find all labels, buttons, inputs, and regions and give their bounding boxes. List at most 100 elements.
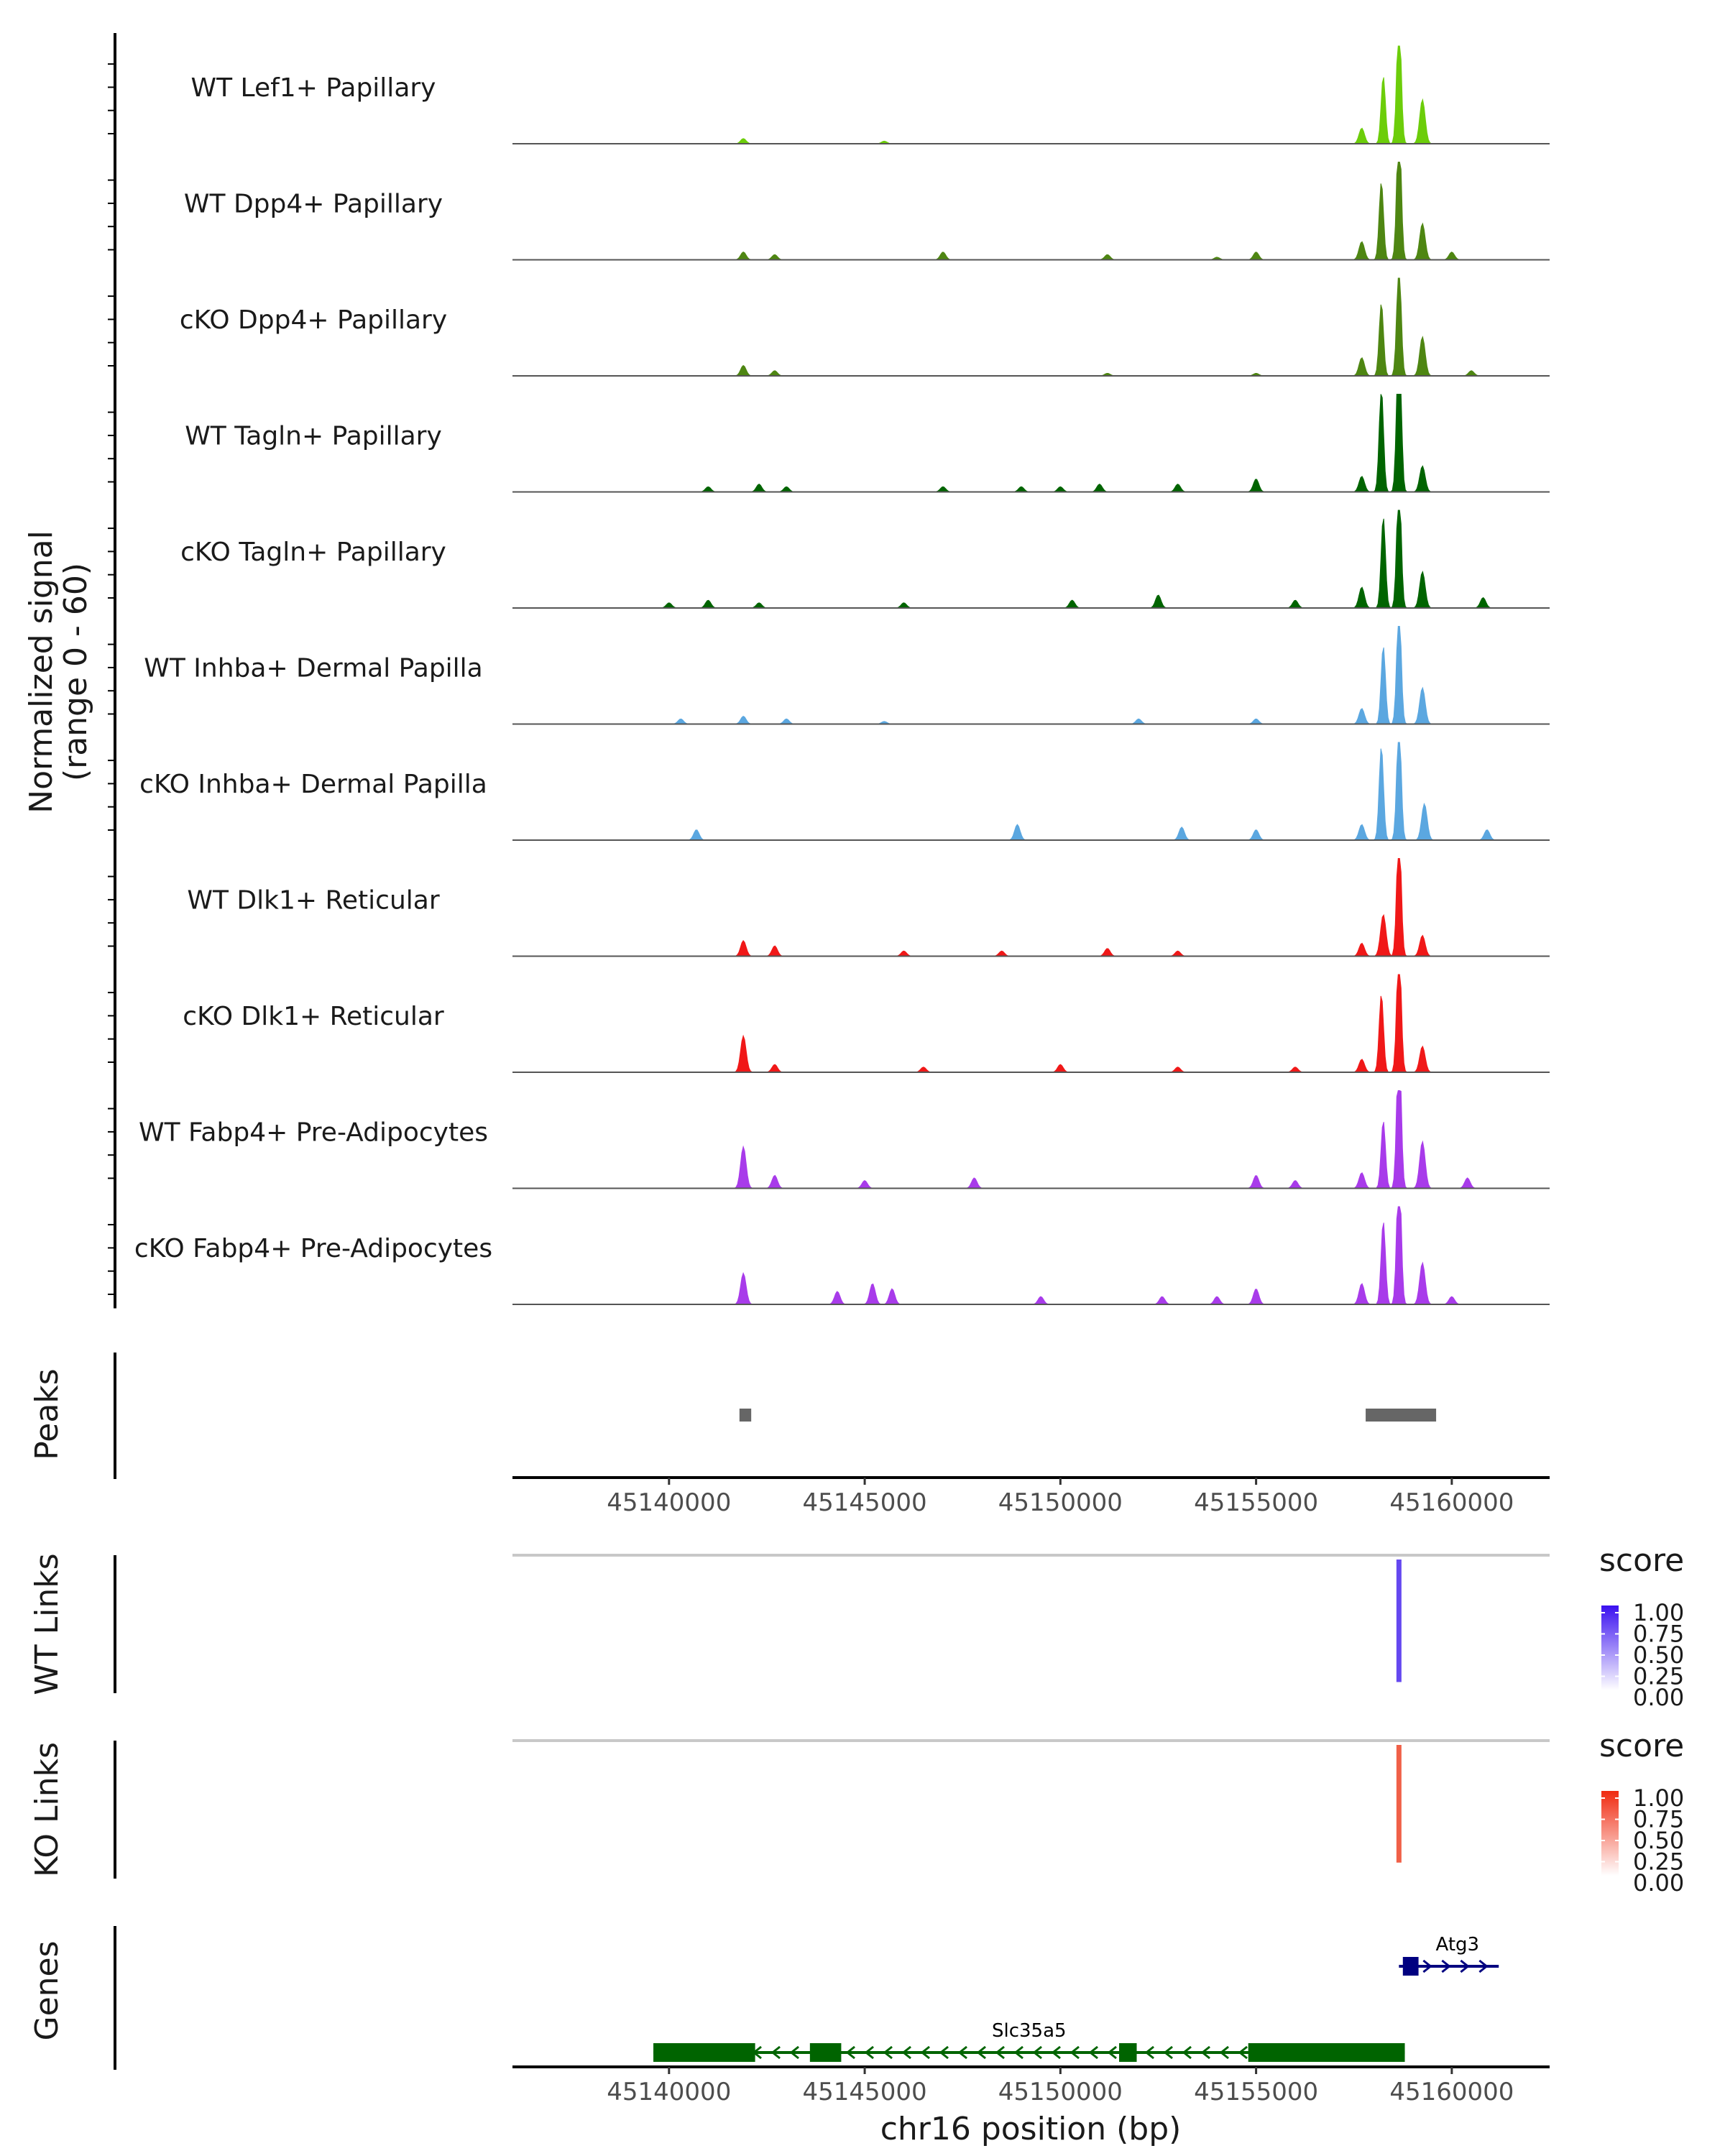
strand-chevron — [845, 2045, 855, 2060]
coverage-ylabel-line1: Normalized signal — [23, 530, 60, 814]
gene-exon — [1248, 2043, 1405, 2062]
coverage-track: WT Inhba+ Dermal Papilla — [144, 626, 1550, 725]
coverage-signal-area — [512, 394, 1550, 493]
coverage-track-label: WT Dlk1+ Reticular — [187, 886, 439, 916]
x-axis-bottom: 45140000 45145000 45150000 45155000 45160000 — [512, 2065, 1550, 2106]
coverage-track-label: cKO Dlk1+ Reticular — [183, 1002, 444, 1031]
x-axis-top-tick-label: 45160000 — [1389, 1488, 1514, 1517]
coverage-signal-area — [512, 974, 1550, 1073]
x-axis-top-tick-label: 45140000 — [607, 1488, 731, 1517]
coverage-track: cKO Dlk1+ Reticular — [183, 974, 1550, 1073]
coverage-track: cKO Inhba+ Dermal Papilla — [139, 742, 1550, 841]
strand-chevron — [770, 2045, 781, 2060]
strand-chevron — [1088, 2045, 1098, 2060]
strand-chevron — [1051, 2045, 1061, 2060]
coverage-track-label: WT Dpp4+ Papillary — [184, 190, 443, 219]
strand-chevron — [1422, 1959, 1432, 1973]
coverage-track: WT Tagln+ Papillary — [185, 394, 1550, 493]
coverage-track-label: cKO Dpp4+ Papillary — [180, 305, 447, 335]
strand-chevron — [883, 2045, 893, 2060]
gene-model: Atg3 — [1399, 1934, 1499, 1976]
coverage-track: cKO Fabp4+ Pre-Adipocytes — [134, 1206, 1550, 1305]
legend-tick-label: 0.00 — [1633, 1869, 1684, 1897]
legend-colorbar — [1601, 1606, 1619, 1690]
coverage-track-label: WT Fabp4+ Pre-Adipocytes — [139, 1118, 488, 1148]
coverage-signal-area — [512, 858, 1550, 957]
x-axis-bottom-tick-label: 45145000 — [803, 2078, 927, 2106]
x-axis-top-tick-label: 45145000 — [803, 1488, 927, 1517]
gene-exon — [1402, 1957, 1419, 1976]
gene-model: Slc35a5 — [653, 2020, 1405, 2062]
peak-region — [1366, 1409, 1437, 1422]
coverage-track: WT Lef1+ Papillary — [191, 45, 1550, 144]
x-axis-bottom-tick-label: 45155000 — [1194, 2078, 1318, 2106]
legend-title: score — [1599, 1728, 1684, 1764]
x-axis-bottom-tick-label: 45150000 — [998, 2078, 1123, 2106]
x-axis-bottom-tick-label: 45140000 — [607, 2078, 731, 2106]
x-axis-top-tick-label: 45150000 — [998, 1488, 1123, 1517]
strand-chevron — [1460, 1959, 1470, 1973]
coverage-ylabel: Normalized signal (range 0 - 60) — [23, 530, 94, 814]
coverage-signal-area — [512, 1090, 1550, 1189]
coverage-track-label: cKO Inhba+ Dermal Papilla — [139, 770, 487, 799]
legend-tick-label: 0.25 — [1633, 1848, 1684, 1876]
strand-chevron — [1144, 2045, 1154, 2060]
strand-chevron — [1478, 1959, 1489, 1973]
strand-chevron — [920, 2045, 930, 2060]
coverage-signal-area — [512, 742, 1550, 841]
links-track-label: KO Links — [29, 1742, 65, 1877]
coverage-track: cKO Dpp4+ Papillary — [180, 277, 1550, 377]
peaks-track — [739, 1409, 1437, 1422]
coverage-signal-area — [512, 1206, 1550, 1305]
legend-tick-label: 0.50 — [1633, 1827, 1684, 1854]
legend-tick-label: 0.75 — [1633, 1621, 1684, 1648]
coverage-axis — [108, 33, 116, 1309]
strand-chevron — [1200, 2045, 1210, 2060]
links-track-label: WT Links — [29, 1553, 65, 1695]
legend-colorbar — [1601, 1791, 1619, 1876]
coverage-signal-area — [512, 277, 1550, 377]
coverage-signal-area — [512, 162, 1550, 261]
legend-tick-label: 0.50 — [1633, 1641, 1684, 1669]
legend-title: score — [1599, 1542, 1684, 1579]
gene-exon — [653, 2043, 755, 2062]
strand-chevron — [957, 2045, 967, 2060]
genes-track: Atg3 Slc35a5 — [653, 1934, 1499, 2062]
legend-tick-label: 0.25 — [1633, 1663, 1684, 1690]
strand-chevron — [939, 2045, 949, 2060]
peaks-track-label: Peaks — [29, 1368, 65, 1460]
coverage-signal-area — [512, 510, 1550, 609]
coverage-track: WT Dpp4+ Papillary — [184, 162, 1550, 261]
x-axis-top-tick-label: 45155000 — [1194, 1488, 1318, 1517]
genes-track-label: Genes — [29, 1940, 65, 2040]
gene-name-label: Atg3 — [1435, 1934, 1479, 1955]
x-axis-top: 45140000 45145000 45150000 45155000 45160000 — [512, 1476, 1550, 1517]
strand-chevron — [1441, 1959, 1451, 1973]
peak-region — [739, 1409, 752, 1422]
gene-exon — [809, 2043, 842, 2062]
coverage-track: WT Dlk1+ Reticular — [187, 858, 1550, 957]
coverage-track-label: WT Inhba+ Dermal Papilla — [144, 654, 482, 683]
coverage-track: cKO Tagln+ Papillary — [180, 510, 1550, 609]
coverage-track-label: cKO Tagln+ Papillary — [180, 538, 446, 567]
strand-chevron — [1032, 2045, 1042, 2060]
strand-chevron — [1013, 2045, 1024, 2060]
coverage-track-label: WT Tagln+ Papillary — [185, 422, 442, 451]
links-panel: KO Links score 1.000.750.500.250.00 — [29, 1728, 1684, 1897]
coverage-ylabel-line2: (range 0 - 60) — [58, 563, 94, 781]
strand-chevron — [1107, 2045, 1117, 2060]
coverage-signal-area — [512, 626, 1550, 724]
coverage-track-label: cKO Fabp4+ Pre-Adipocytes — [134, 1234, 492, 1263]
strand-chevron — [1238, 2045, 1248, 2060]
strand-chevron — [976, 2045, 986, 2060]
coverage-signal-area — [512, 45, 1550, 144]
strand-chevron — [1163, 2045, 1173, 2060]
links-panel: WT Links score 1.000.750.500.250.00 — [29, 1542, 1684, 1711]
coverage-track: WT Fabp4+ Pre-Adipocytes — [139, 1090, 1550, 1189]
legend-tick-label: 0.75 — [1633, 1806, 1684, 1833]
legend-tick-label: 0.00 — [1633, 1684, 1684, 1711]
strand-chevron — [1182, 2045, 1192, 2060]
strand-chevron — [995, 2045, 1005, 2060]
